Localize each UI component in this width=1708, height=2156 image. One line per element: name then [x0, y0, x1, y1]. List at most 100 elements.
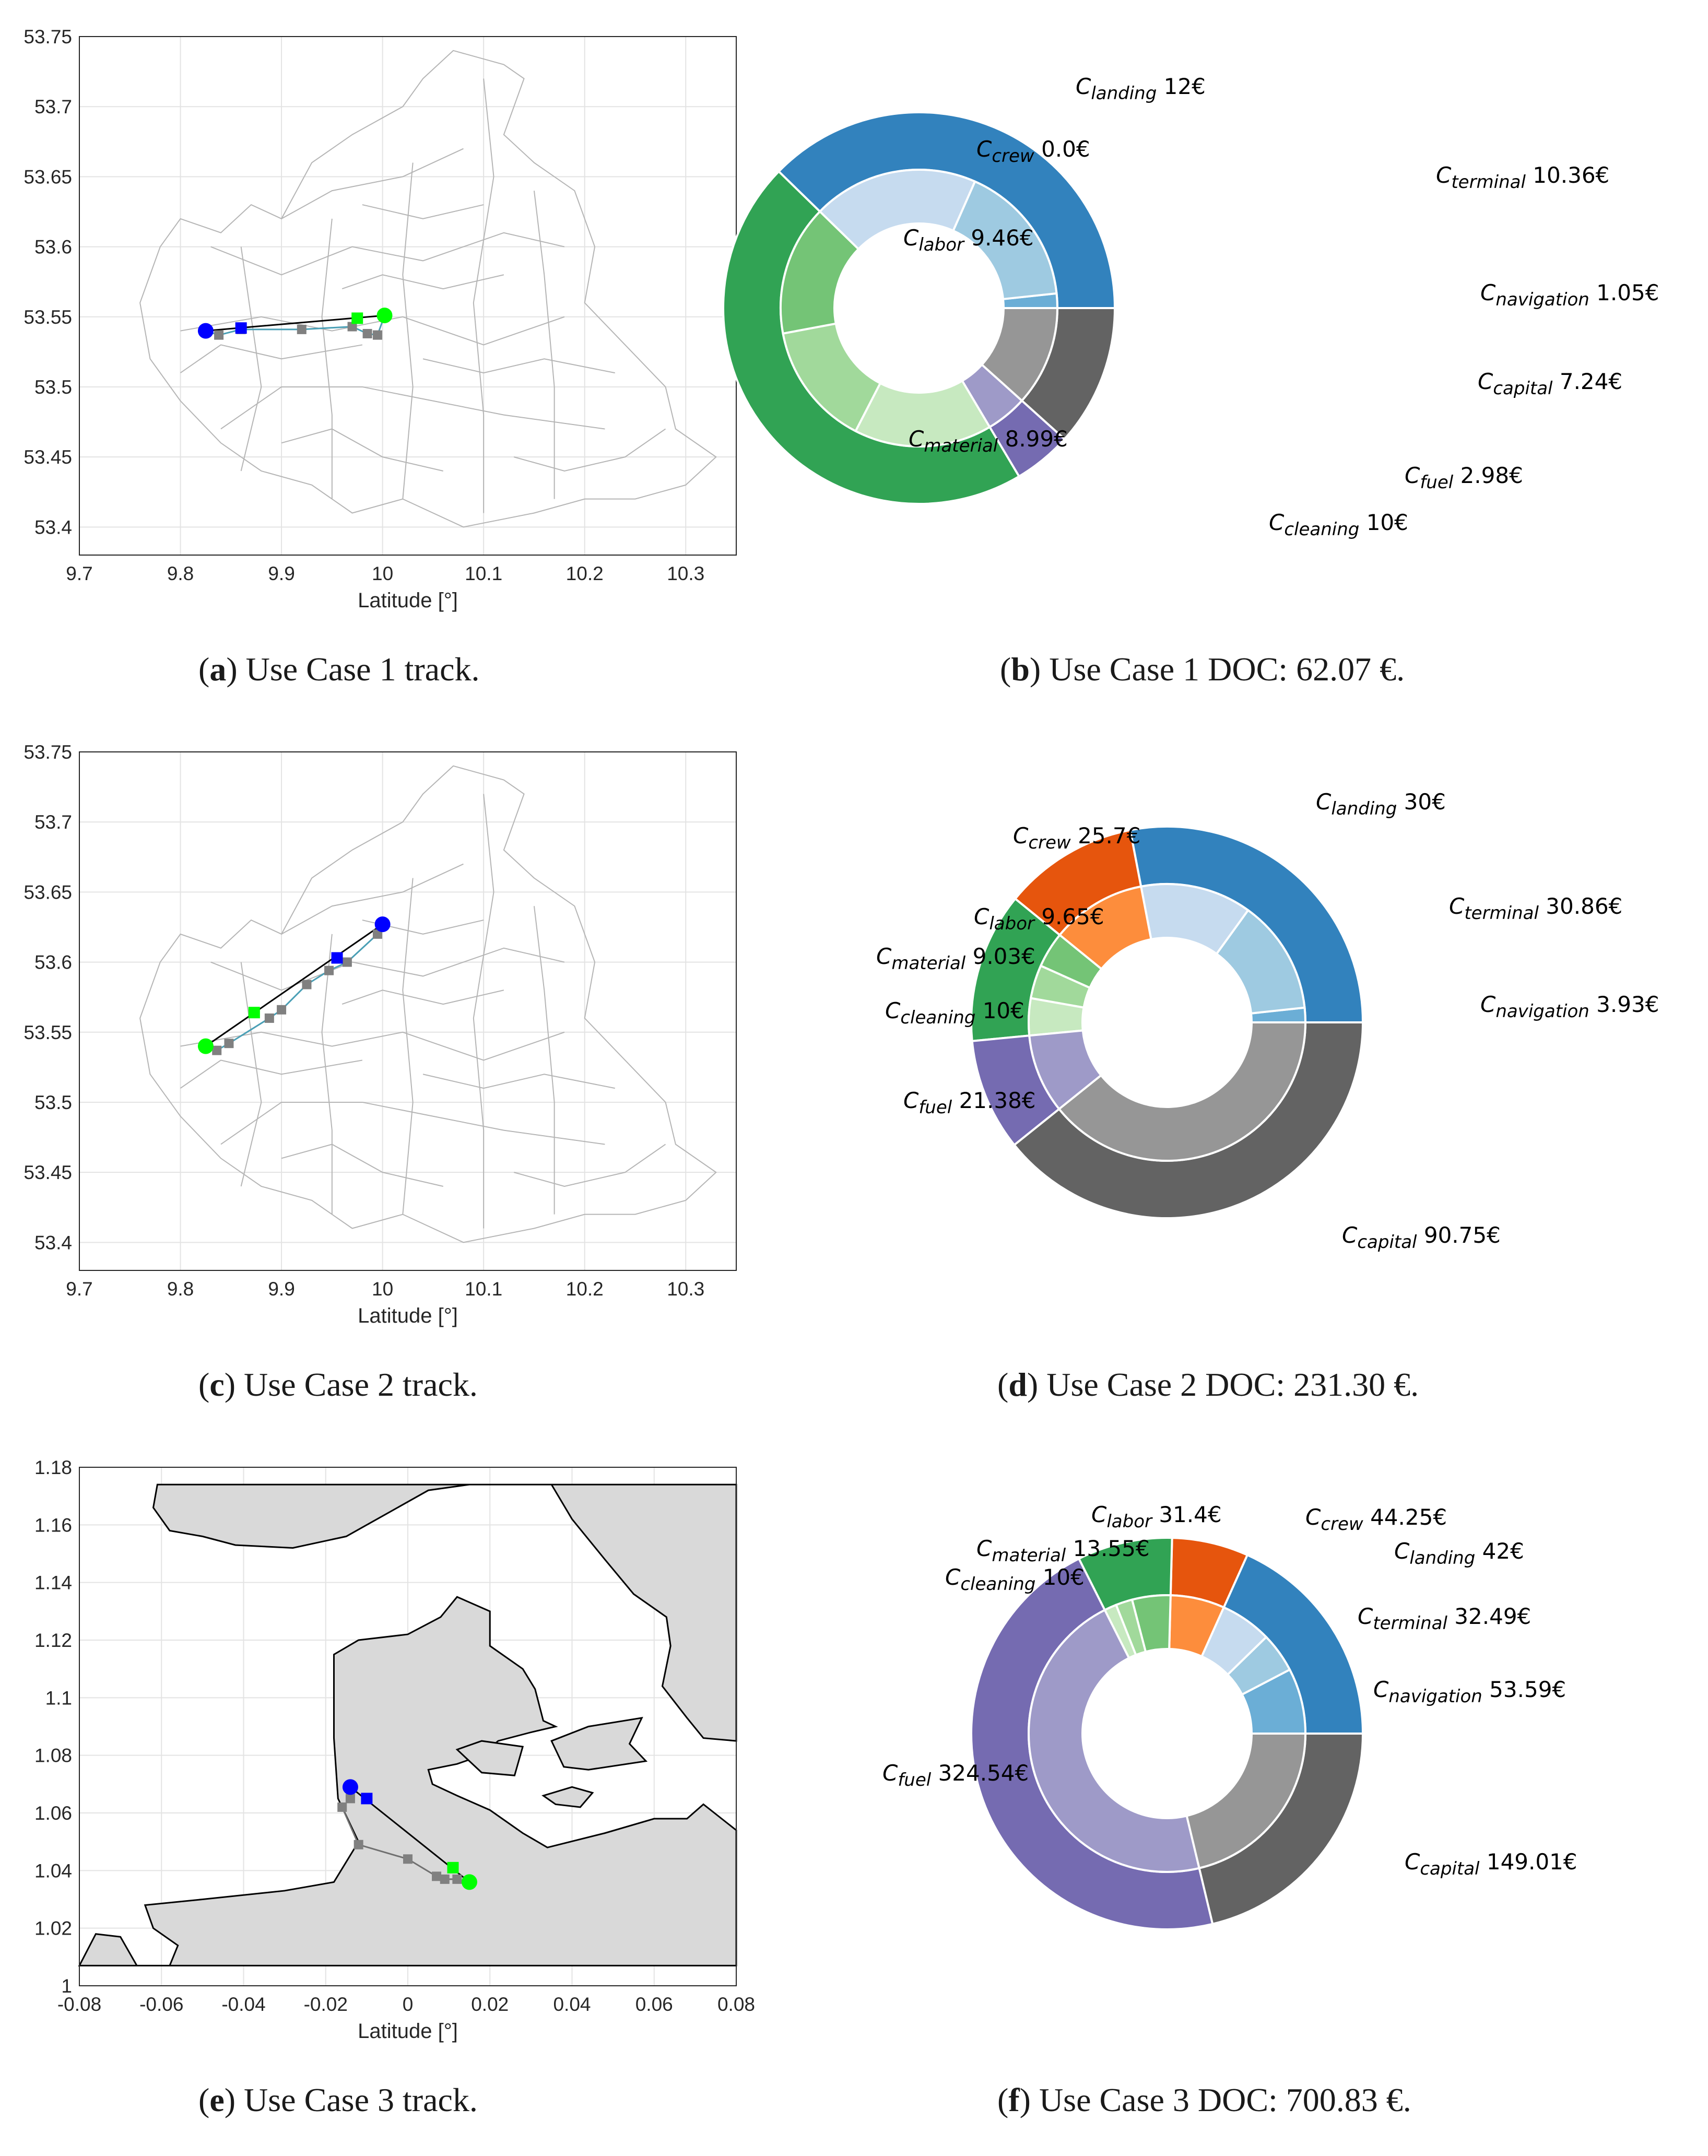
- x-tick-label: 10.3: [667, 563, 704, 584]
- y-tick-label: 1.12: [34, 1630, 72, 1651]
- waypoint-marker: [345, 1794, 355, 1804]
- caption-e: (e) Use Case 3 track.: [198, 2081, 478, 2118]
- land-areas: [78, 1483, 737, 1966]
- district-line: [533, 191, 555, 499]
- donut-segment-capital: [1185, 1733, 1307, 1870]
- green-square-marker: [447, 1862, 459, 1874]
- caption-d: (d) Use Case 2 DOC: 231.30 €.: [997, 1366, 1419, 1403]
- x-tick-label: 0: [403, 1994, 414, 2015]
- donut-label-crew: Ccrew 25.7€: [1013, 823, 1140, 853]
- plot-area: [79, 752, 736, 1270]
- donut-label-labor: Clabor 31.4€: [1091, 1502, 1222, 1532]
- green-square-marker: [248, 1007, 260, 1019]
- donut-label-cleaning: Ccleaning 10€: [885, 998, 1024, 1028]
- panel-f-doc-donut: Clabor 31.4€ Ccrew 44.25€ Cmaterial 13.55€…: [856, 1431, 1708, 2099]
- donut-segment-landing: [818, 169, 976, 251]
- x-tick-label: 0.04: [553, 1994, 591, 2015]
- panel-a-track-map: 9.7 9.8 9.9 10 10.1 10.2 10.3 53.4 53.45 53.5 53.5…: [0, 0, 783, 658]
- donut-label-capital: Ccapital 7.24€: [1478, 369, 1622, 399]
- waypoint-marker: [342, 957, 352, 967]
- donut-segment-capital: [980, 307, 1059, 403]
- northern-landmass: [152, 1483, 737, 1742]
- x-tick-label: 10.1: [465, 563, 502, 584]
- start-marker: [197, 323, 214, 339]
- donut-label-terminal: Cterminal 10.36€: [1436, 162, 1609, 193]
- district-line: [180, 1059, 363, 1089]
- donut-label-terminal: Cterminal 32.49€: [1358, 1604, 1531, 1634]
- panel-b-doc-donut: Clanding 12€ Ccrew 0.0€ Cterminal 10.36€ Cl…: [722, 0, 1708, 658]
- district-line: [220, 386, 605, 430]
- x-tick-label: -0.08: [57, 1994, 101, 2015]
- y-tick-label: 53.5: [34, 1092, 72, 1113]
- x-tick-label: -0.02: [304, 1994, 348, 2015]
- donut-label-navigation: Cnavigation 1.05€: [1480, 280, 1659, 310]
- donut-segment-fuel: [961, 363, 1023, 429]
- x-tick-label: -0.06: [139, 1994, 183, 2015]
- end-marker: [374, 916, 391, 933]
- donut-segment-crew: [1058, 885, 1152, 971]
- district-line: [210, 947, 565, 991]
- district-line: [180, 344, 363, 373]
- donut-label-capital: Ccapital 149.01€: [1405, 1849, 1577, 1879]
- y-tick-label: 53.45: [23, 1162, 72, 1183]
- caption-b: (b) Use Case 1 DOC: 62.07 €.: [1000, 651, 1405, 688]
- donut-label-material: Cmaterial 8.99€: [909, 426, 1068, 456]
- panel-e-track-map: -0.08 -0.06 -0.04 -0.02 0 0.02 0.04 0.06 0.08 1 1.…: [0, 1431, 783, 2099]
- donut-segment-cleaning: [1028, 997, 1085, 1037]
- x-tick-label: 9.7: [66, 563, 92, 584]
- waypoint-marker: [440, 1874, 450, 1884]
- district-line: [281, 428, 443, 472]
- district-line: [220, 1101, 605, 1145]
- district-line: [281, 148, 464, 219]
- x-tick-label: 0.08: [717, 1994, 755, 2015]
- x-tick-label: 10.2: [566, 563, 604, 584]
- city-outline: [139, 765, 717, 1243]
- waypoint-marker: [403, 1854, 413, 1864]
- end-marker: [376, 308, 393, 324]
- track-plot-a: 9.7 9.8 9.9 10 10.1 10.2 10.3 53.4 53.45 53.5 53.5…: [23, 26, 737, 612]
- district-line: [422, 358, 615, 374]
- green-square-marker: [351, 312, 363, 324]
- start-marker: [197, 1038, 214, 1054]
- district-line: [240, 246, 262, 472]
- donut-label-labor: Clabor 9.65€: [974, 904, 1104, 934]
- donut-label-landing: Clanding 42€: [1394, 1538, 1524, 1569]
- waypoint-marker: [337, 1802, 347, 1812]
- waypoint-marker: [224, 1039, 234, 1048]
- waypoint-marker: [324, 965, 334, 975]
- y-tick-label: 53.5: [34, 376, 72, 398]
- y-tick-label: 1.02: [34, 1918, 72, 1939]
- x-tick-label: 10.2: [566, 1278, 604, 1300]
- district-line: [402, 162, 414, 499]
- x-tick-label: 10: [372, 1278, 393, 1300]
- donut-segment-terminal: [1215, 909, 1306, 1015]
- y-tick-label: 53.75: [23, 26, 72, 48]
- x-tick-label: 0.02: [471, 1994, 509, 2015]
- donut-label-landing: Clanding 30€: [1316, 789, 1446, 819]
- donut-segment-material: [782, 322, 882, 433]
- district-line: [180, 316, 565, 346]
- district-line: [513, 428, 666, 472]
- y-tick-label: 1.1: [45, 1687, 72, 1709]
- waypoint-marker: [212, 1045, 222, 1055]
- waypoint-marker: [302, 980, 312, 989]
- y-tick-label: 53.4: [34, 516, 72, 538]
- x-tick-label: 9.7: [66, 1278, 92, 1300]
- island: [455, 1740, 524, 1776]
- district-line: [341, 274, 504, 290]
- x-axis-label: Latitude [°]: [358, 589, 458, 612]
- district-line: [473, 78, 494, 513]
- x-tick-label: 9.9: [268, 563, 295, 584]
- x-tick-label: 9.8: [167, 563, 194, 584]
- doc-donut-d: Clanding 30€ Ccrew 25.7€ Cterminal 30.86€ C…: [876, 789, 1659, 1253]
- waypoint-marker: [362, 328, 372, 338]
- donut-label-fuel: Cfuel 324.54€: [882, 1760, 1029, 1790]
- blue-square-marker: [331, 952, 343, 964]
- district-line: [513, 1144, 666, 1187]
- plot-area: [79, 37, 736, 555]
- y-tick-label: 53.7: [34, 96, 72, 117]
- end-marker: [461, 1874, 477, 1890]
- x-tick-label: 10.1: [465, 1278, 502, 1300]
- waypoint-marker: [347, 322, 357, 332]
- y-tick-label: 53.75: [23, 741, 72, 763]
